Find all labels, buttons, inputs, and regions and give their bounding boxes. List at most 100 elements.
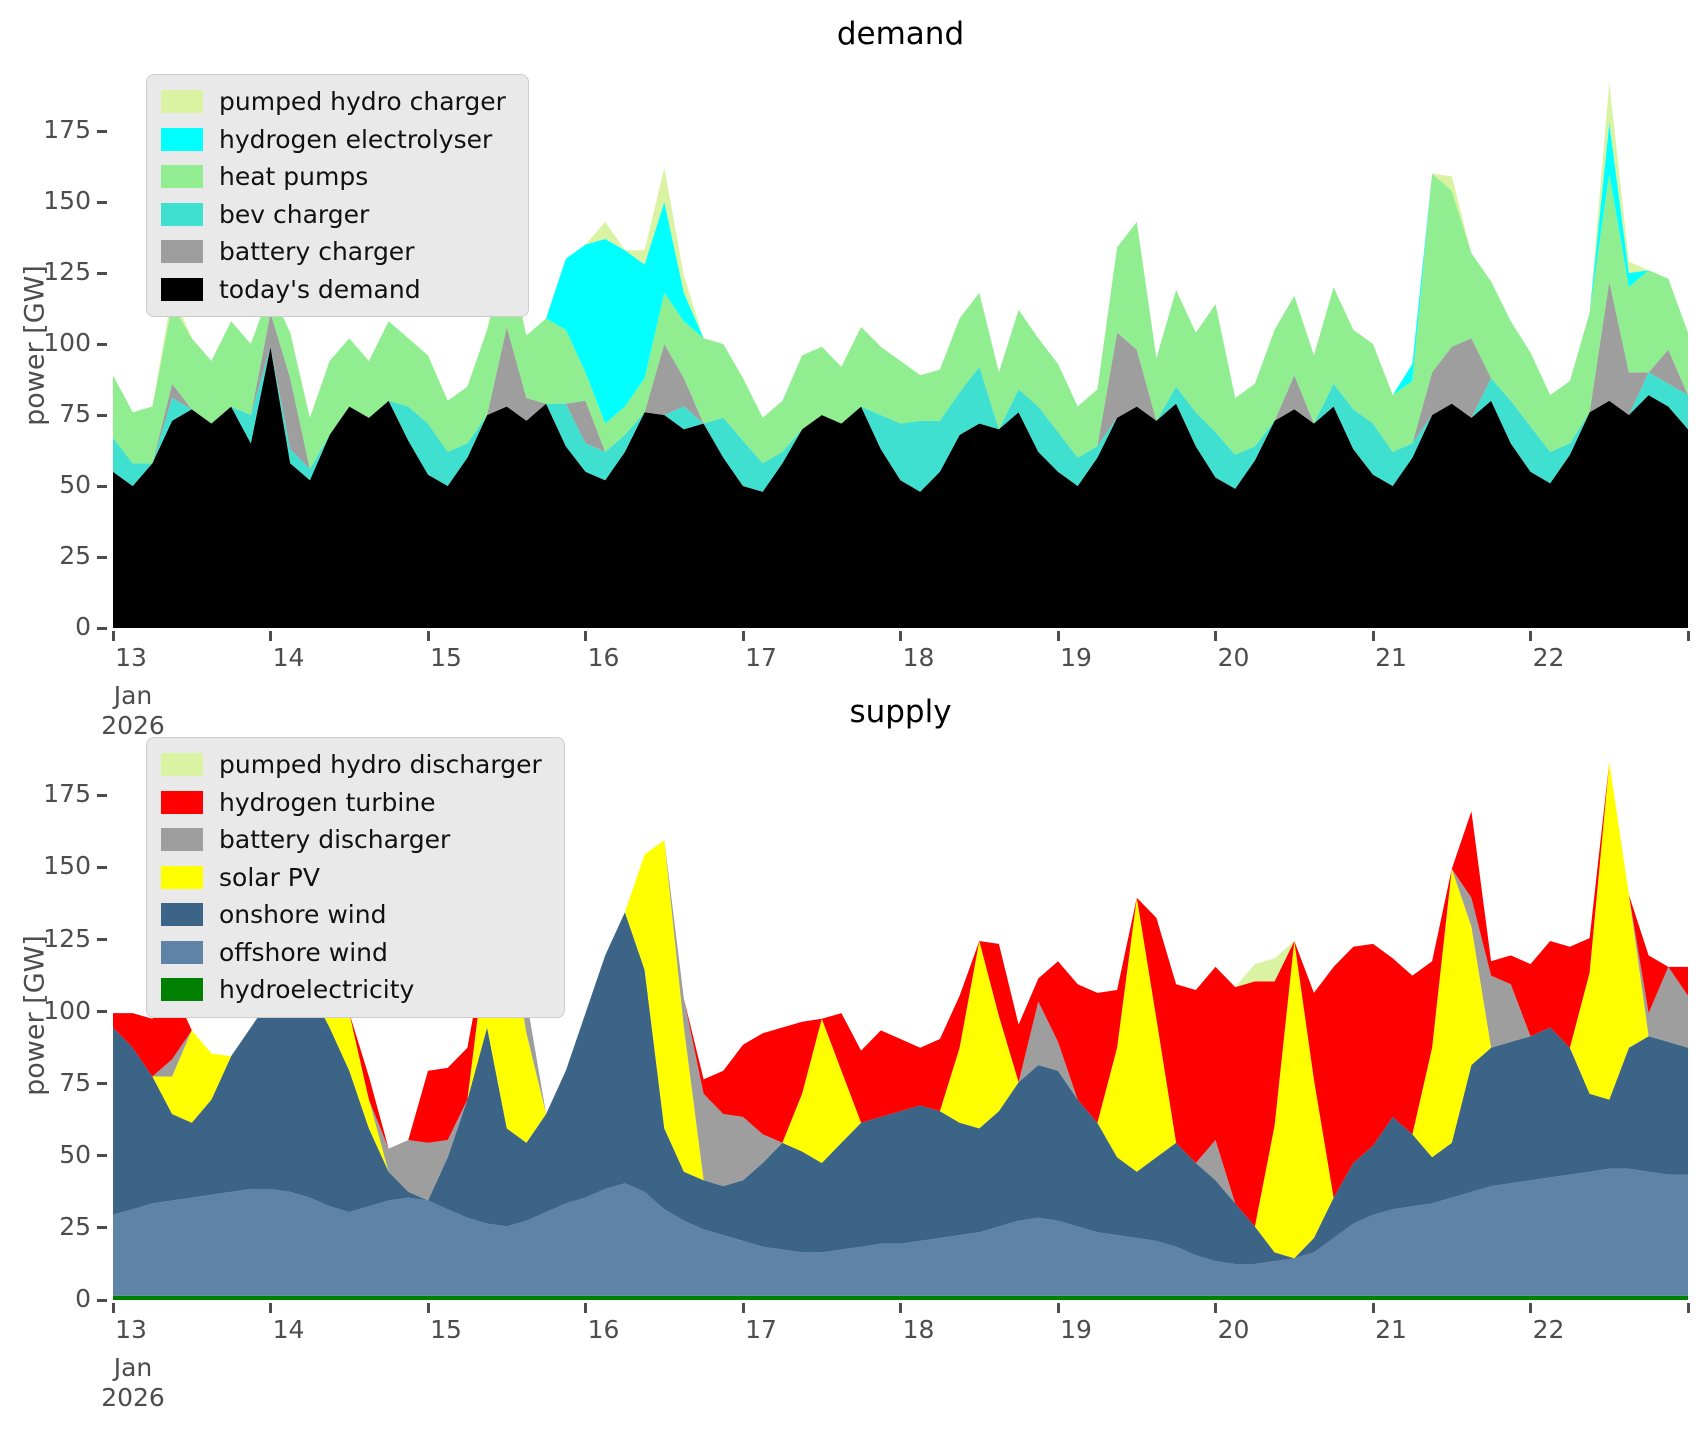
y-tick-mark bbox=[97, 271, 107, 275]
legend-label: offshore wind bbox=[219, 937, 388, 967]
y-tick-label: 175 bbox=[43, 779, 91, 809]
x-axis-year-label: 2026 bbox=[101, 1383, 165, 1412]
x-tick-mark bbox=[1686, 1303, 1690, 1313]
legend-swatch-solar-pv bbox=[161, 865, 203, 889]
y-tick-mark bbox=[97, 1082, 107, 1086]
legend-swatch-today-s-demand bbox=[161, 277, 203, 301]
y-tick-mark bbox=[97, 1010, 107, 1014]
x-tick-mark bbox=[426, 1303, 430, 1313]
x-axis-month-label: Jan bbox=[113, 681, 153, 710]
y-tick-label: 25 bbox=[59, 1211, 91, 1241]
legend-label: battery discharger bbox=[219, 825, 451, 854]
legend-swatch-battery-charger bbox=[161, 240, 203, 264]
x-tick-label: 20 bbox=[1217, 643, 1250, 672]
x-tick-label: 16 bbox=[587, 643, 620, 672]
x-tick-mark bbox=[584, 631, 587, 641]
y-tick-label: 100 bbox=[43, 995, 91, 1025]
x-tick-label: 19 bbox=[1060, 643, 1092, 672]
legend-label: hydrogen turbine bbox=[219, 787, 436, 817]
y-tick-label: 75 bbox=[59, 1067, 91, 1097]
area-battery-charger bbox=[113, 281, 1688, 469]
x-tick-label: 22 bbox=[1532, 643, 1565, 672]
y-tick-label: 100 bbox=[43, 328, 91, 357]
area-hydroelectricity bbox=[113, 1295, 1688, 1300]
demand-chart-title: demand bbox=[836, 16, 965, 52]
y-tick-mark bbox=[97, 342, 107, 346]
y-tick-mark bbox=[97, 555, 107, 559]
y-tick-label: 125 bbox=[43, 923, 91, 953]
legend-item: hydroelectricity bbox=[161, 975, 542, 1005]
x-tick-label: 21 bbox=[1375, 1315, 1407, 1344]
x-tick-label: 21 bbox=[1375, 643, 1407, 672]
x-tick-mark bbox=[1686, 631, 1690, 641]
x-axis-month-label: Jan bbox=[113, 1353, 153, 1382]
y-tick-mark bbox=[97, 793, 107, 797]
y-tick-label: 0 bbox=[75, 1284, 91, 1313]
legend-item: heat pumps bbox=[161, 162, 506, 192]
x-tick-mark bbox=[741, 631, 745, 641]
legend-swatch-hydrogen-turbine bbox=[161, 790, 203, 814]
x-tick-mark bbox=[269, 631, 272, 641]
demand-plot-area bbox=[113, 82, 1688, 628]
legend-swatch-bev-charger bbox=[161, 202, 203, 226]
demand-legend: pumped hydro charger hydrogen electrolyse… bbox=[146, 74, 529, 317]
x-tick-mark bbox=[584, 1303, 587, 1313]
y-tick-label: 25 bbox=[59, 541, 91, 570]
x-tick-label: 17 bbox=[745, 1315, 777, 1344]
x-tick-mark bbox=[1056, 631, 1060, 641]
legend-label: solar PV bbox=[219, 862, 320, 892]
x-tick-mark bbox=[1056, 1303, 1060, 1313]
y-tick-mark bbox=[97, 413, 107, 417]
legend-label: onshore wind bbox=[219, 900, 387, 929]
x-tick-mark bbox=[426, 631, 430, 641]
legend-item: pumped hydro discharger bbox=[161, 750, 542, 780]
legend-item: hydrogen turbine bbox=[161, 788, 542, 818]
area-heat-pumps bbox=[113, 173, 1688, 469]
legend-item: battery discharger bbox=[161, 825, 542, 855]
legend-label: pumped hydro discharger bbox=[219, 750, 542, 779]
y-tick-mark bbox=[97, 484, 107, 488]
legend-label: battery charger bbox=[219, 237, 415, 266]
y-tick-label: 125 bbox=[43, 257, 91, 286]
legend-label: hydroelectricity bbox=[219, 975, 415, 1004]
area-offshore-wind bbox=[113, 1168, 1688, 1296]
supply-chart-title: supply bbox=[849, 694, 952, 730]
area-onshore-wind bbox=[113, 912, 1688, 1264]
y-tick-label: 75 bbox=[59, 399, 91, 428]
legend-swatch-battery-discharger bbox=[161, 828, 203, 852]
legend-swatch-hydroelectricity bbox=[161, 978, 203, 1002]
supply-legend: pumped hydro discharger hydrogen turbine b… bbox=[146, 737, 565, 1018]
area-bev-charger bbox=[113, 346, 1688, 492]
y-tick-mark bbox=[97, 1226, 107, 1230]
legend-swatch-onshore-wind bbox=[161, 903, 203, 927]
y-tick-label: 50 bbox=[59, 1139, 91, 1169]
x-tick-label: 18 bbox=[902, 643, 935, 672]
x-tick-label: 20 bbox=[1217, 1315, 1250, 1344]
x-tick-mark bbox=[1529, 631, 1532, 641]
legend-item: pumped hydro charger bbox=[161, 87, 506, 117]
legend-item: offshore wind bbox=[161, 938, 542, 968]
legend-swatch-offshore-wind bbox=[161, 940, 203, 964]
legend-label: heat pumps bbox=[219, 162, 369, 191]
x-tick-mark bbox=[111, 631, 115, 641]
y-tick-mark bbox=[97, 1154, 107, 1158]
y-tick-mark bbox=[97, 1298, 107, 1302]
legend-item: bev charger bbox=[161, 200, 506, 230]
x-tick-mark bbox=[111, 1303, 115, 1313]
x-tick-mark bbox=[899, 631, 902, 641]
legend-swatch-hydrogen-electrolyser bbox=[161, 127, 203, 151]
legend-label: hydrogen electrolyser bbox=[219, 124, 493, 154]
x-tick-label: 15 bbox=[430, 1315, 462, 1344]
x-tick-mark bbox=[269, 1303, 272, 1313]
y-tick-mark bbox=[97, 200, 107, 204]
legend-label: bev charger bbox=[219, 199, 370, 229]
x-tick-mark bbox=[1371, 631, 1375, 641]
x-tick-mark bbox=[899, 1303, 902, 1313]
supply-plot-area bbox=[113, 762, 1688, 1300]
y-tick-label: 0 bbox=[75, 612, 91, 641]
x-tick-mark bbox=[1371, 1303, 1375, 1313]
x-axis-year-label: 2026 bbox=[101, 711, 165, 740]
x-tick-label: 13 bbox=[115, 643, 147, 672]
x-tick-label: 17 bbox=[745, 643, 777, 672]
